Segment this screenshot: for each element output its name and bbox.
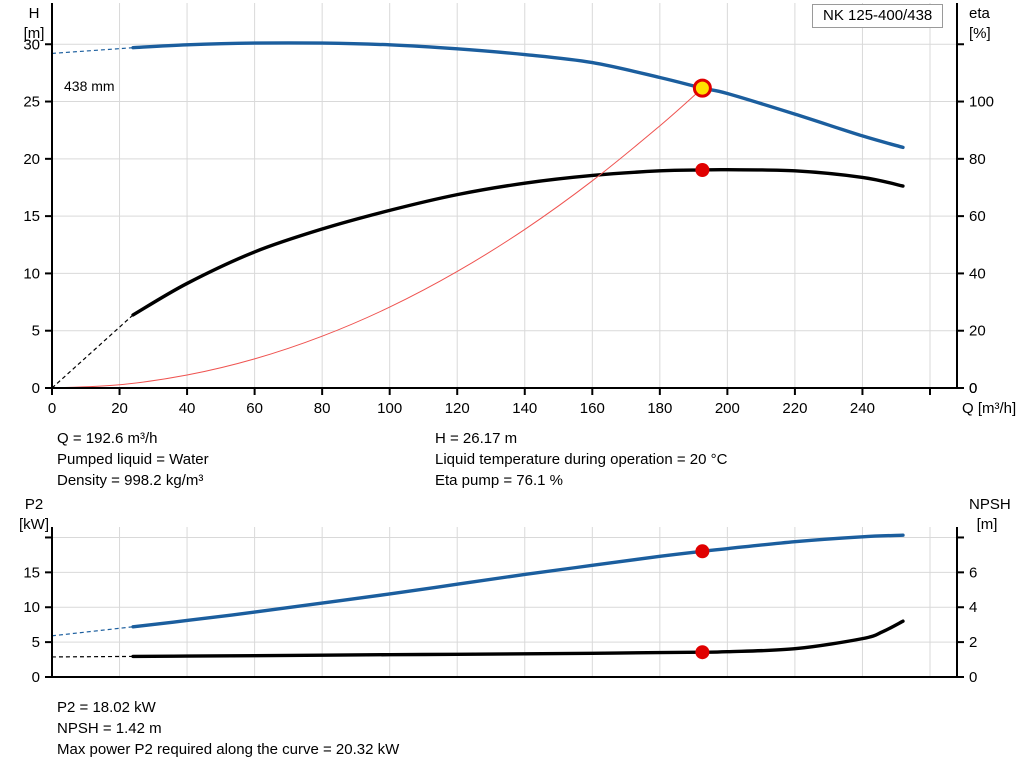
right-axis-unit: [m] [977,516,998,533]
left-axis-label: H [29,5,40,22]
tick-label-eta: 80 [969,151,986,168]
tick-label-flow: 220 [782,400,807,417]
tick-label-flow: 140 [512,400,537,417]
curve-npsh [131,619,905,659]
pump-model-title: NK 125-400/438 [812,4,944,28]
head-efficiency-chart: 0 5 10 15 20 25 30 0 20 40 60 80 100 0 20 40 60 80 100 120 1… [23,3,1016,417]
tick-label-flow: 80 [314,400,331,417]
tick-label-eta: 0 [969,380,977,397]
tick-label-flow: 40 [179,400,196,417]
tick-label-npsh: 0 [969,669,977,686]
top-chart-group: 0 5 10 15 20 25 30 0 20 40 60 80 100 0 20 40 60 80 100 120 1… [23,3,1016,417]
duty-point-npsh[interactable] [695,645,710,660]
curve-dashed-extension [51,47,134,55]
tick-label-power: 0 [32,669,40,686]
impeller-diameter-label: 438 mm [64,78,115,94]
curve-dashed-extension [51,626,134,637]
tick-label-head: 5 [32,323,40,340]
tick-label-power: 5 [32,634,40,651]
power-npsh-chart: 0 5 10 15 0 2 4 6 P2 [kW] NPSH [m] [19,496,1011,686]
bottom-chart-group: 0 5 10 15 0 2 4 6 P2 [kW] NPSH [m] [19,496,1011,686]
tick-label-head: 25 [23,94,40,111]
readout-max-power: Max power P2 required along the curve = … [57,741,400,758]
tick-label-flow: 60 [246,400,263,417]
tick-label-flow: 200 [715,400,740,417]
duty-point-power[interactable] [695,544,710,559]
duty-point-efficiency[interactable] [695,163,710,178]
tick-label-eta: 40 [969,265,986,282]
left-axis-unit: [m] [24,25,45,42]
tick-label-power: 15 [23,564,40,581]
tick-label-flow: 240 [850,400,875,417]
tick-label-head: 0 [32,380,40,397]
readout-column-3: P2 = 18.02 kW NPSH = 1.42 m Max power P2… [57,697,399,760]
tick-label-npsh: 2 [969,634,977,651]
duty-point-head[interactable] [692,78,712,98]
tick-label-npsh: 4 [969,599,977,616]
right-axis-label: NPSH [969,496,1011,513]
readout-column-2: H = 26.17 m Liquid temperature during op… [435,428,727,491]
tick-label-head: 15 [23,208,40,225]
tick-label-head: 30 [23,36,40,53]
readout-npsh: NPSH = 1.42 m [57,720,162,737]
tick-label-flow: 160 [580,400,605,417]
tick-label-flow: 0 [48,400,56,417]
curve-dashed-extension [51,655,134,658]
tick-label-flow: 120 [445,400,470,417]
tick-label-flow: 100 [377,400,402,417]
curve-power [131,533,905,629]
curve-head [131,41,905,150]
tick-label-eta: 0 [969,380,977,397]
readout-eta-pump: Eta pump = 76.1 % [435,472,563,489]
curve-system [51,87,703,389]
right-axis-unit: [%] [969,25,991,42]
left-axis-label: P2 [25,496,43,513]
tick-label-flow: 180 [647,400,672,417]
readout-density: Density = 998.2 kg/m³ [57,472,204,489]
left-axis-unit: [kW] [19,516,49,533]
tick-label-head: 10 [23,265,40,282]
tick-label-head: 20 [23,151,40,168]
readout-column-1: Q = 192.6 m³/h Pumped liquid = Water Den… [57,428,209,491]
right-axis-label: eta [969,5,991,22]
tick-label-power: 10 [23,599,40,616]
readout-power: P2 = 18.02 kW [57,699,156,716]
curve-efficiency [131,167,905,317]
readout-pumped-liquid: Pumped liquid = Water [57,451,209,468]
x-axis-label: Q [m³/h] [962,400,1016,417]
curve-dashed-extension [51,314,134,389]
tick-label-eta: 60 [969,208,986,225]
readout-liquid-temperature: Liquid temperature during operation = 20… [435,451,728,468]
readout-head: H = 26.17 m [435,430,518,447]
tick-label-eta: 100 [969,94,994,111]
tick-label-npsh: 6 [969,564,977,581]
tick-label-flow: 20 [111,400,128,417]
tick-label-eta: 20 [969,323,986,340]
readout-flow: Q = 192.6 m³/h [57,430,158,447]
